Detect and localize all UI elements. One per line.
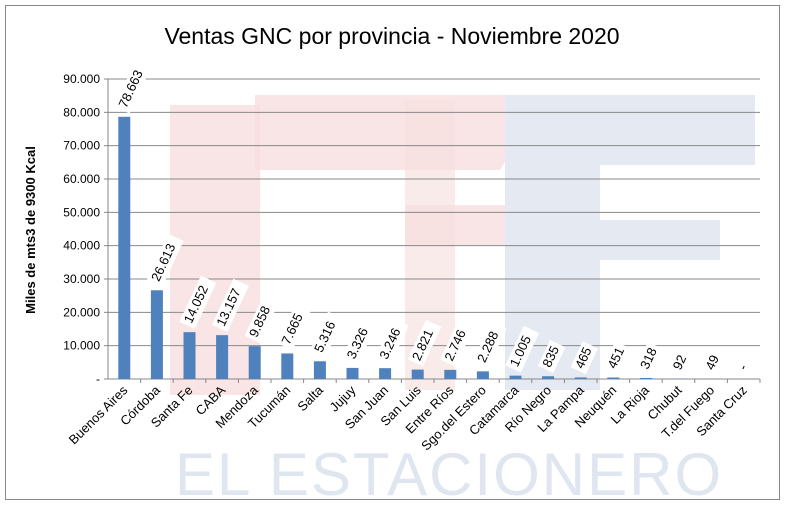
data-label-bg — [211, 278, 249, 332]
data-label-text: - — [735, 362, 750, 372]
data-label: 3.246 — [374, 318, 409, 366]
data-label-bg — [635, 341, 664, 375]
bar — [476, 371, 489, 379]
data-label-bg — [309, 311, 344, 359]
y-tick-label: 30.000 — [63, 272, 100, 286]
data-label-bg — [537, 340, 566, 374]
bar — [574, 377, 587, 379]
data-label: 49 — [700, 349, 726, 376]
data-label-bg — [733, 356, 755, 376]
category-label: Salta — [294, 382, 326, 414]
chart-title: Ventas GNC por provincia - Noviembre 202… — [164, 23, 619, 49]
bar — [118, 116, 131, 379]
y-tick-label: 60.000 — [63, 172, 100, 186]
data-label-bg — [505, 325, 540, 373]
bar — [444, 369, 457, 379]
bar — [607, 377, 620, 379]
data-label: 2.288 — [472, 321, 507, 369]
data-label-bg — [472, 321, 507, 369]
y-tick-label: - — [96, 372, 100, 386]
data-label: 92 — [668, 349, 693, 376]
bar — [509, 375, 522, 379]
chart-frame — [5, 5, 780, 500]
data-label-text: 49 — [702, 353, 722, 372]
data-label: 835 — [537, 340, 566, 374]
y-tick-label: 80.000 — [63, 105, 100, 119]
data-label-bg — [700, 349, 726, 376]
data-label-bg — [114, 60, 152, 114]
bar — [346, 367, 359, 379]
y-tick-label: 70.000 — [63, 139, 100, 153]
y-tick-label: 90.000 — [63, 72, 100, 86]
bar — [150, 290, 163, 379]
data-label-bg — [407, 319, 442, 367]
bar — [542, 376, 555, 379]
bar — [313, 361, 326, 379]
data-label-bg — [146, 233, 184, 288]
bar — [216, 335, 229, 379]
bar — [281, 353, 294, 379]
data-label: 465 — [570, 341, 599, 375]
bar — [248, 346, 261, 379]
data-label-bg — [570, 341, 599, 375]
data-label-text: 78.663 — [115, 68, 145, 110]
data-label-bg — [342, 318, 377, 365]
bar — [379, 368, 392, 379]
data-label-bg — [603, 341, 631, 375]
data-label-text: 92 — [670, 353, 690, 372]
data-label: 3.326 — [342, 318, 377, 365]
y-tick-label: 50.000 — [63, 205, 100, 219]
watermark-text: EL ESTACIONERO — [175, 441, 723, 508]
y-tick-label: 40.000 — [63, 239, 100, 253]
watermark-logo: EL ESTACIONERO — [170, 95, 755, 508]
data-label-bg — [374, 318, 409, 366]
data-label: 451 — [603, 341, 631, 375]
data-label: - — [733, 356, 755, 376]
data-label: 318 — [635, 341, 664, 375]
y-tick-label: 20.000 — [63, 305, 100, 319]
bar — [639, 377, 652, 379]
bar — [411, 369, 424, 379]
data-label-bg — [668, 349, 693, 376]
y-axis-label: Miles de mts3 de 9300 Kcal — [23, 146, 38, 314]
data-label-bg — [244, 296, 279, 343]
bar — [183, 332, 196, 379]
data-label: 5.316 — [309, 311, 344, 359]
y-tick-label: 10.000 — [63, 339, 100, 353]
data-label: 7.665 — [277, 303, 311, 351]
data-label-bg — [440, 320, 474, 367]
data-label: 78.663 — [114, 60, 152, 114]
data-label-bg — [179, 275, 217, 329]
data-label-bg — [277, 303, 311, 351]
